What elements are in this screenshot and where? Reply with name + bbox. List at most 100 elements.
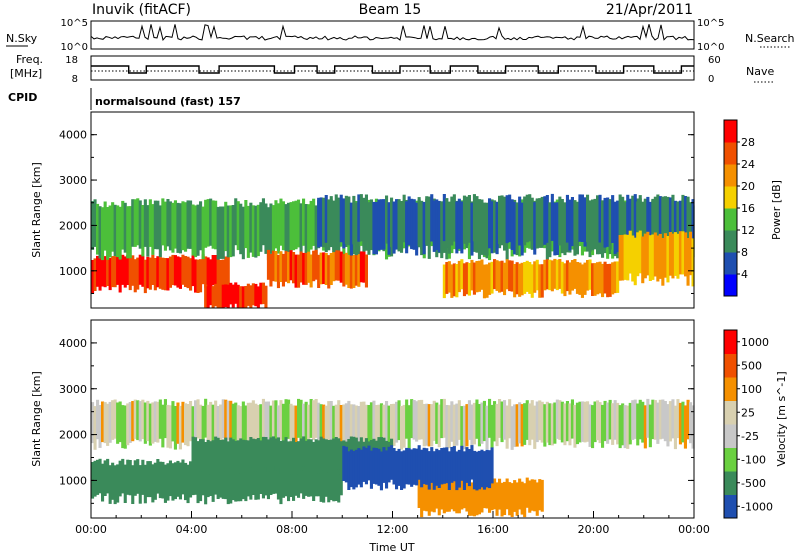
- heatmap-cell: [646, 398, 650, 438]
- heatmap-cell: [171, 401, 175, 442]
- time-xaxis: 00:00 04:00 08:00 12:00 16:00 20:00 00:00: [75, 511, 710, 536]
- heatmap-cell: [329, 439, 333, 472]
- heatmap-cell: [314, 399, 318, 438]
- heatmap-cell: [578, 262, 582, 295]
- heatmap-cell: [601, 404, 605, 448]
- ytick-label: 4000: [59, 337, 87, 350]
- colorbar-swatch: [724, 353, 737, 378]
- heatmap-cell: [364, 404, 368, 448]
- heatmap-cell: [161, 198, 165, 246]
- frequency-line: [91, 65, 694, 74]
- heatmap-cell: [249, 402, 253, 445]
- heatmap-cell: [256, 438, 260, 470]
- heatmap-cell: [302, 252, 306, 285]
- heatmap-cell: [570, 260, 574, 291]
- heatmap-cell: [606, 197, 610, 247]
- heatmap-cell: [359, 401, 363, 443]
- heatmap-cell: [216, 437, 220, 469]
- heatmap-cell: [236, 440, 240, 474]
- heatmap-cell: [689, 231, 693, 276]
- heatmap-cell: [663, 233, 667, 278]
- heatmap-cell: [651, 198, 655, 250]
- heatmap-cell: [437, 200, 441, 253]
- heatmap-cell: [460, 445, 464, 481]
- heatmap-cell: [189, 401, 193, 442]
- heatmap-cell: [264, 203, 268, 254]
- heatmap-cell: [631, 235, 635, 282]
- heatmap-cell: [123, 256, 127, 288]
- heatmap-cell: [490, 201, 494, 254]
- heatmap-cell: [173, 406, 177, 450]
- heatmap-cell: [281, 440, 285, 474]
- heatmap-cell: [500, 401, 504, 443]
- heatmap-cell: [108, 465, 112, 504]
- heatmap-cell: [173, 200, 177, 249]
- heatmap-cell: [246, 460, 250, 497]
- xaxis-label: Time UT: [368, 541, 414, 554]
- heatmap-cell: [91, 402, 95, 444]
- heatmap-cell: [196, 441, 200, 475]
- heatmap-cell: [400, 201, 404, 253]
- heatmap-cell: [276, 203, 280, 254]
- heatmap-cell: [289, 250, 293, 281]
- heatmap-cell: [395, 450, 399, 490]
- heatmap-cell: [568, 403, 572, 446]
- heatmap-cell: [209, 460, 213, 496]
- heatmap-cell: [668, 401, 672, 442]
- heatmap-cell: [470, 482, 474, 516]
- heatmap-cell: [397, 200, 401, 252]
- heatmap-cell: [221, 206, 225, 259]
- heatmap-cell: [417, 445, 421, 480]
- heatmap-cell: [611, 195, 615, 243]
- heatmap-cell: [435, 199, 439, 251]
- heatmap-cell: [550, 403, 554, 446]
- heatmap-cell: [457, 400, 461, 440]
- colorbar-tick-label: 8: [741, 246, 748, 259]
- heatmap-cell: [266, 439, 270, 472]
- heatmap-cell: [231, 403, 235, 446]
- heatmap-cell: [495, 260, 499, 291]
- colorbar-swatch: [724, 252, 737, 275]
- heatmap-cell: [603, 261, 607, 294]
- heatmap-cell: [131, 465, 135, 504]
- heatmap-cell: [93, 258, 97, 291]
- heatmap-cell: [470, 445, 474, 480]
- heatmap-cell: [204, 442, 208, 476]
- heatmap-cell: [206, 461, 210, 498]
- heatmap-cell: [96, 203, 100, 255]
- heatmap-cell: [146, 205, 150, 257]
- heatmap-cell: [279, 465, 283, 505]
- heatmap-cell: [362, 401, 366, 443]
- heatmap-cell: [367, 202, 371, 255]
- xtick-label: 08:00: [276, 523, 308, 536]
- heatmap-cell: [387, 405, 391, 449]
- heatmap-cell: [666, 404, 670, 447]
- heatmap-cell: [332, 200, 336, 253]
- heatmap-cell: [490, 479, 494, 511]
- heatmap-cell: [678, 200, 682, 253]
- heatmap-cell: [583, 262, 587, 295]
- heatmap-cell: [560, 401, 564, 443]
- heatmap-cell: [337, 197, 341, 248]
- heatmap-cell: [337, 400, 341, 440]
- heatmap-cell: [319, 197, 323, 247]
- heatmap-cell: [133, 399, 137, 439]
- heatmap-cell: [626, 194, 630, 243]
- heatmap-cell: [297, 254, 301, 288]
- heatmap-cell: [138, 200, 142, 249]
- heatmap-cell: [372, 447, 376, 484]
- heatmap-cell: [663, 196, 667, 245]
- heatmap-cell: [493, 401, 497, 442]
- heatmap-cell: [591, 405, 595, 449]
- heatmap-cell: [324, 439, 328, 472]
- heatmap-cell: [545, 401, 549, 443]
- heatmap-cell: [656, 402, 660, 444]
- heatmap-cell: [488, 450, 492, 489]
- heatmap-cell: [261, 461, 265, 499]
- heatmap-cell: [299, 438, 303, 471]
- power-ylabel: Slant Range [km]: [30, 162, 43, 258]
- heatmap-cell: [475, 482, 479, 516]
- heatmap-cell: [241, 286, 245, 308]
- freq-panel-frame: [90, 55, 695, 81]
- heatmap-cell: [452, 446, 456, 482]
